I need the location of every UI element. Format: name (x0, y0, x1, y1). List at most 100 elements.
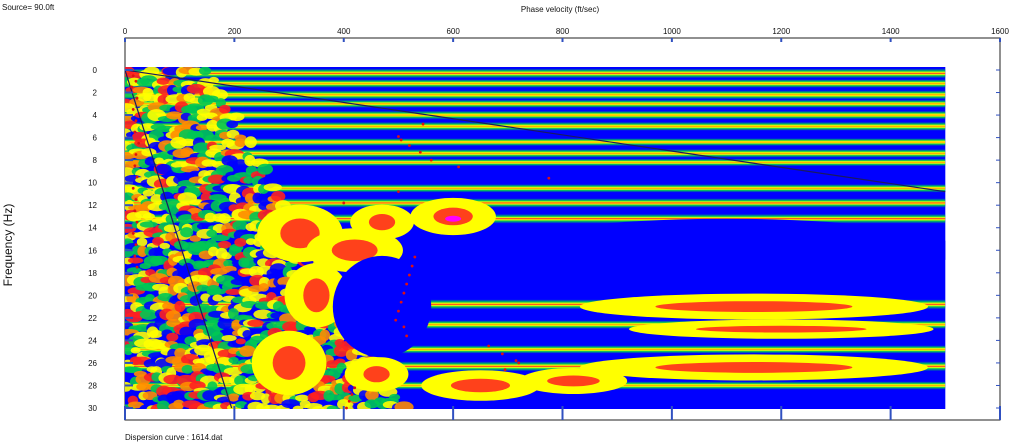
y-tick-label: 10 (88, 179, 97, 188)
noise-cell (169, 343, 190, 351)
dispersion-point (429, 158, 433, 162)
dispersion-point (133, 209, 137, 213)
noise-cell (225, 288, 242, 295)
plot-area (124, 37, 1001, 421)
noise-cell (180, 147, 194, 157)
x-tick-label: 400 (337, 27, 351, 36)
noise-cell (165, 214, 177, 224)
dispersion-point (399, 300, 403, 304)
noise-cell (165, 186, 182, 194)
y-tick-label: 8 (93, 156, 98, 165)
noise-cell (364, 399, 380, 409)
x-axis-label: Phase velocity (ft/sec) (521, 5, 600, 14)
energy-band (125, 99, 946, 108)
noise-cell (263, 183, 282, 192)
x-tick-label: 1200 (772, 27, 790, 36)
noise-cell (212, 294, 224, 302)
heatmap (125, 67, 946, 409)
dispersion-point (131, 74, 135, 78)
noise-cell (150, 255, 169, 266)
noise-cell (271, 191, 286, 202)
noise-cell (258, 283, 269, 292)
dispersion-point (487, 344, 491, 348)
dispersion-point (134, 79, 138, 83)
noise-cell (228, 112, 245, 122)
dispersion-point (133, 164, 137, 168)
energy-band (125, 184, 946, 193)
y-tick-label: 18 (88, 269, 97, 278)
energy-band (125, 90, 946, 100)
dispersion-point (405, 334, 409, 338)
x-tick-label: 1600 (991, 27, 1009, 36)
low-energy-zone (496, 218, 946, 282)
dispersion-point (394, 318, 398, 322)
energy-band (125, 198, 946, 208)
noise-cell (219, 104, 231, 114)
energy-lobe-core (547, 375, 600, 387)
source-label: Source= 90.0ft (2, 3, 55, 12)
noise-cell (173, 399, 185, 409)
noise-cell (221, 283, 233, 292)
noise-cell (217, 319, 233, 330)
dispersion-point (134, 243, 138, 247)
noise-cell (243, 176, 254, 184)
noise-cell (210, 234, 230, 242)
noise-cell (235, 338, 246, 345)
energy-lobe-core (303, 278, 330, 313)
noise-cell (218, 213, 231, 224)
dispersion-point (407, 273, 411, 277)
x-tick-label: 1400 (882, 27, 900, 36)
noise-cell (180, 227, 194, 238)
noise-cell (227, 308, 239, 320)
noise-cell (130, 347, 141, 354)
dispersion-point (130, 85, 133, 89)
noise-cell (204, 95, 219, 102)
dispersion-point (134, 198, 138, 201)
energy-band (125, 158, 946, 167)
noise-cell (207, 174, 227, 185)
x-tick-label: 200 (228, 27, 242, 36)
noise-cell (153, 157, 165, 165)
noise-cell (195, 124, 209, 131)
y-tick-label: 12 (88, 201, 97, 210)
dispersion-point (135, 175, 139, 179)
noise-cell (244, 193, 256, 204)
noise-cell (365, 389, 379, 401)
dispersion-point (413, 255, 417, 259)
noise-cell (211, 331, 224, 342)
energy-band (125, 320, 946, 329)
noise-cell (156, 77, 171, 85)
noise-cell (228, 356, 239, 364)
energy-lobe-core (695, 325, 867, 333)
y-tick-label: 6 (93, 134, 98, 143)
dispersion-point (410, 264, 414, 268)
dispersion-point (547, 176, 551, 180)
x-tick-label: 1000 (663, 27, 681, 36)
noise-cell (312, 405, 325, 409)
y-tick-label: 14 (88, 224, 97, 233)
dispersion-point (135, 220, 139, 224)
noise-cell (326, 405, 340, 409)
noise-cell (189, 235, 202, 242)
noise-cell (196, 284, 210, 292)
noise-cell (257, 163, 274, 175)
noise-cell (233, 159, 248, 171)
noise-cell (127, 257, 144, 264)
noise-cell (127, 401, 144, 409)
dispersion-point (131, 108, 135, 111)
noise-cell (142, 213, 155, 220)
y-tick-label: 0 (93, 66, 98, 75)
dispersion-curve-label: Dispersion curve : 1614.dat (125, 433, 223, 442)
energy-band (125, 361, 946, 372)
dispersion-point (353, 386, 357, 390)
energy-lobe-core (272, 346, 306, 380)
dispersion-point (350, 393, 354, 396)
noise-cell (141, 148, 157, 157)
noise-cell (234, 237, 247, 247)
y-tick-label: 20 (88, 291, 97, 300)
noise-cell (159, 242, 171, 250)
noise-cell (244, 136, 257, 148)
noise-cell (226, 120, 239, 129)
noise-cell (137, 245, 148, 258)
dispersion-point (421, 122, 425, 126)
